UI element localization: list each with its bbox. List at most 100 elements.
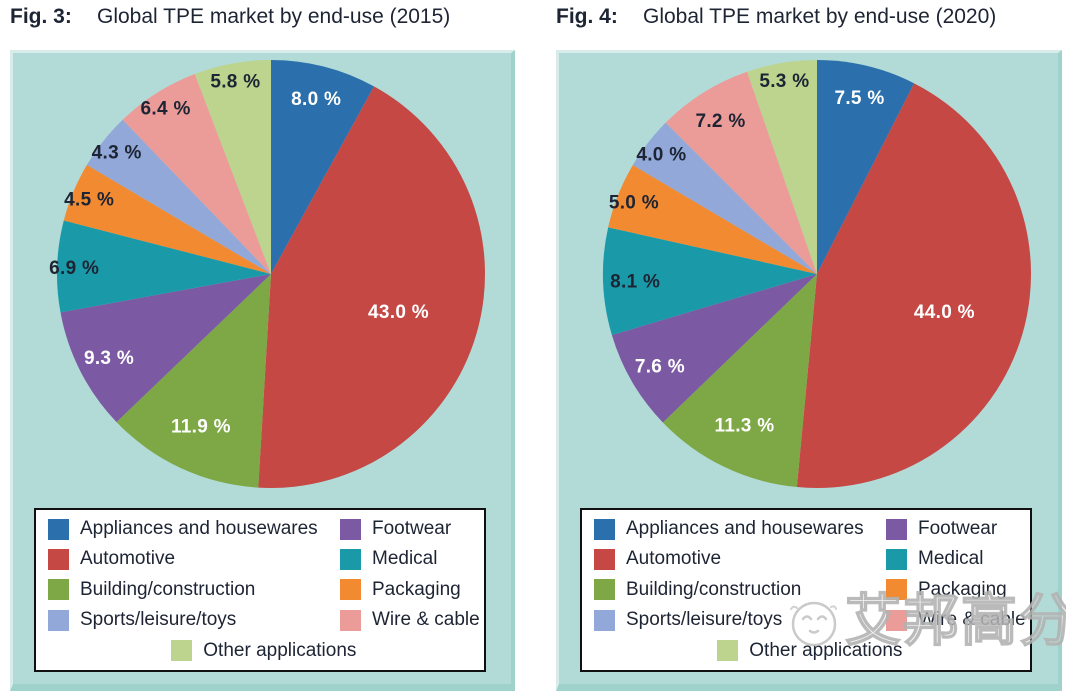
legend-item-appliances-and-housewares: Appliances and housewares bbox=[48, 514, 340, 544]
legend-item-medical: Medical bbox=[886, 544, 1026, 574]
slice-label-appliances-and-housewares: 7.5 % bbox=[834, 88, 884, 109]
legend-swatch-icon bbox=[886, 518, 907, 540]
slice-label-automotive: 44.0 % bbox=[914, 302, 975, 323]
pie-slice-automotive bbox=[258, 86, 485, 488]
slice-label-other-applications: 5.3 % bbox=[759, 71, 809, 92]
legend-label: Medical bbox=[918, 548, 984, 570]
legend-item-footwear: Footwear bbox=[886, 514, 1026, 544]
legend-swatch-icon bbox=[340, 548, 361, 570]
figure-title-text: Global TPE market by end-use (2020) bbox=[643, 5, 997, 28]
slice-label-sports-leisure-toys: 4.3 % bbox=[92, 143, 142, 164]
legend-label: Sports/leisure/toys bbox=[626, 609, 783, 631]
legend-item-automotive: Automotive bbox=[594, 544, 886, 574]
legend-label: Footwear bbox=[372, 518, 452, 539]
pie-chart-2020: 7.5 % 44.0 % 11.3 % 7.6 % 8.1 % 5.0 % 4.0 % 7.2… bbox=[603, 60, 1032, 489]
slice-label-sports-leisure-toys: 4.0 % bbox=[636, 144, 686, 165]
pie-slice-appliances-and-housewares bbox=[271, 60, 374, 274]
pie-slice-footwear bbox=[60, 274, 272, 423]
legend-label: Other applications bbox=[749, 639, 903, 661]
legend-label: Wire & cable bbox=[918, 609, 1026, 631]
pie-slice-wire-cable bbox=[122, 74, 272, 274]
legend-label: Building/construction bbox=[626, 578, 802, 600]
legend-item-footwear: Footwear bbox=[340, 514, 480, 544]
legend-item-building-construction: Building/construction bbox=[594, 575, 886, 605]
legend-label: Appliances and housewares bbox=[80, 518, 318, 539]
figure-title-text: Global TPE market by end-use (2015) bbox=[97, 5, 451, 28]
legend-swatch-icon bbox=[594, 548, 615, 570]
legend-item-other-applications: Other applications bbox=[717, 636, 902, 666]
figure-title: Fig. 3: Global TPE market by end-use (20… bbox=[10, 4, 515, 50]
slice-label-appliances-and-housewares: 8.0 % bbox=[291, 89, 341, 110]
slice-label-automotive: 43.0 % bbox=[368, 302, 429, 323]
legend-item-packaging: Packaging bbox=[340, 575, 480, 605]
slice-label-building-construction: 11.3 % bbox=[715, 415, 775, 436]
figure-number-label: Fig. 4: bbox=[556, 5, 618, 28]
pie-slice-medical bbox=[57, 220, 272, 313]
chart-panel-2015: 8.0 % 43.0 % 11.9 % 9.3 % 6.9 % 4.5 % 4.3 % 6.4… bbox=[10, 50, 515, 691]
pie-slice-automotive bbox=[796, 83, 1032, 489]
pie-slice-other-applications bbox=[194, 60, 271, 274]
legend-item-building-construction: Building/construction bbox=[48, 575, 340, 605]
legend-label: Automotive bbox=[80, 548, 176, 570]
pie-slice-building-construction bbox=[116, 274, 271, 488]
figure-number-label: Fig. 3: bbox=[10, 5, 72, 28]
slice-label-other-applications: 5.8 % bbox=[210, 71, 260, 92]
figure-2020: Fig. 4: Global TPE market by end-use (20… bbox=[556, 4, 1066, 691]
figure-2015: Fig. 3: Global TPE market by end-use (20… bbox=[10, 4, 515, 691]
pie-slice-sports-leisure-toys bbox=[632, 122, 817, 275]
legend-swatch-icon bbox=[594, 609, 615, 631]
legend-swatch-icon bbox=[48, 518, 69, 540]
slice-label-wire-cable: 6.4 % bbox=[141, 99, 191, 120]
slice-label-footwear: 7.6 % bbox=[635, 357, 685, 378]
legend-label: Packaging bbox=[372, 578, 461, 600]
slice-label-packaging: 5.0 % bbox=[609, 193, 659, 214]
legend-grid: Appliances and housewares Footwear Automot… bbox=[594, 514, 1026, 666]
slice-label-wire-cable: 7.2 % bbox=[695, 111, 745, 132]
legend-label: Appliances and housewares bbox=[626, 518, 864, 539]
legend-label: Building/construction bbox=[80, 578, 256, 600]
legend-swatch-icon bbox=[886, 548, 907, 570]
legend-swatch-icon bbox=[340, 518, 361, 540]
slice-label-building-construction: 11.9 % bbox=[171, 417, 231, 438]
legend-swatch-icon bbox=[886, 609, 907, 631]
legend-swatch-icon bbox=[48, 548, 69, 570]
slice-label-medical: 6.9 % bbox=[49, 258, 99, 279]
pie-slice-footwear bbox=[611, 274, 817, 423]
pie-slice-sports-leisure-toys bbox=[86, 119, 271, 275]
legend-item-wire-cable: Wire & cable bbox=[886, 605, 1026, 635]
legend-label: Other applications bbox=[203, 639, 357, 661]
legend-grid: Appliances and housewares Footwear Automot… bbox=[48, 514, 480, 666]
legend-swatch-icon bbox=[594, 579, 615, 601]
pie-slice-building-construction bbox=[662, 274, 817, 488]
legend-label: Packaging bbox=[918, 578, 1007, 600]
legend-swatch-icon bbox=[340, 609, 361, 631]
legend-swatch-icon bbox=[340, 579, 361, 601]
pie-slice-packaging bbox=[63, 164, 271, 274]
legend-label: Wire & cable bbox=[372, 609, 480, 631]
legend-item-appliances-and-housewares: Appliances and housewares bbox=[594, 514, 886, 544]
legend-item-packaging: Packaging bbox=[886, 575, 1026, 605]
pie-slice-appliances-and-housewares bbox=[817, 60, 915, 274]
legend-label: Footwear bbox=[918, 518, 998, 539]
legend-item-sports-leisure-toys: Sports/leisure/toys bbox=[594, 605, 886, 635]
legend-swatch-icon bbox=[171, 640, 193, 662]
pie-slice-wire-cable bbox=[665, 71, 817, 274]
legend-item-other-applications: Other applications bbox=[171, 636, 356, 666]
pie-slice-medical bbox=[603, 227, 817, 335]
slice-label-packaging: 4.5 % bbox=[64, 189, 114, 210]
legend-label: Automotive bbox=[626, 548, 722, 570]
figure-title: Fig. 4: Global TPE market by end-use (20… bbox=[556, 4, 1062, 50]
legend-swatch-icon bbox=[886, 579, 907, 601]
legend-2015: Appliances and housewares Footwear Automot… bbox=[34, 508, 486, 672]
chart-panel-2020: 7.5 % 44.0 % 11.3 % 7.6 % 8.1 % 5.0 % 4.0 % 7.2… bbox=[556, 50, 1066, 691]
legend-swatch-icon bbox=[48, 609, 69, 631]
slice-label-footwear: 9.3 % bbox=[84, 348, 134, 369]
legend-label: Sports/leisure/toys bbox=[80, 609, 237, 631]
legend-swatch-icon bbox=[594, 518, 615, 540]
slice-label-medical: 8.1 % bbox=[610, 271, 660, 292]
pie-slice-other-applications bbox=[747, 60, 817, 274]
pie-chart-2015: 8.0 % 43.0 % 11.9 % 9.3 % 6.9 % 4.5 % 4.3 % 6.4… bbox=[49, 60, 485, 488]
legend-item-wire-cable: Wire & cable bbox=[340, 605, 480, 635]
legend-item-sports-leisure-toys: Sports/leisure/toys bbox=[48, 605, 340, 635]
